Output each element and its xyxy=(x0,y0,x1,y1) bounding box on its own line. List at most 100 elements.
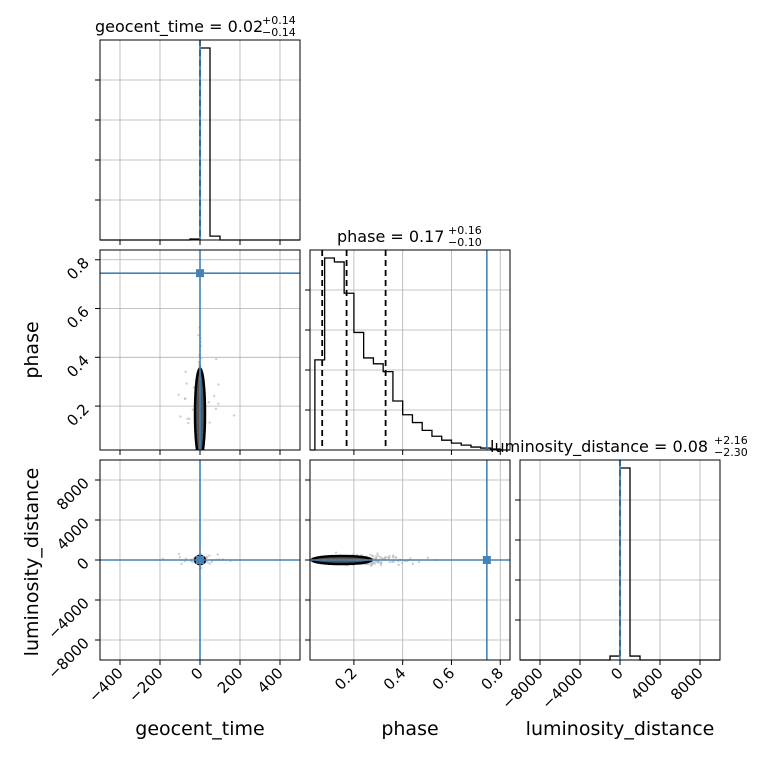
scatter-point xyxy=(409,557,412,560)
title-luminosity-distance-minus: −2.30 xyxy=(714,446,748,459)
y-tick-label: 0.8 xyxy=(63,254,93,284)
scatter-point xyxy=(387,557,390,560)
title-phase-minus: −0.10 xyxy=(448,236,482,249)
scatter-point xyxy=(388,560,391,564)
scatter-point xyxy=(377,560,381,563)
scatter-point xyxy=(186,417,189,420)
scatter-point xyxy=(417,560,421,564)
scatter-point xyxy=(177,552,181,556)
title-geocent-time-plus: +0.14 xyxy=(262,14,296,27)
scatter-point xyxy=(216,402,220,405)
y-tick-label: 0 xyxy=(73,554,92,573)
x-tick-label: 4000 xyxy=(627,664,667,704)
scatter-point xyxy=(376,554,380,558)
scatter-point xyxy=(188,417,191,420)
scatter-point xyxy=(184,557,188,560)
x-tick-label: −400 xyxy=(85,664,127,706)
scatter-point xyxy=(369,553,372,556)
scatter-point xyxy=(185,382,188,385)
truth-marker xyxy=(196,556,204,564)
y-tick-label: −8000 xyxy=(44,634,93,683)
scatter-point xyxy=(180,562,183,566)
panel-frame xyxy=(519,459,721,661)
scatter-point xyxy=(392,560,396,563)
title-phase: phase = 0.17 +0.16 −0.10 xyxy=(337,224,482,249)
x-axis-label-luminosity-distance: luminosity_distance xyxy=(526,718,715,740)
hist-panel-geocent-time xyxy=(95,39,301,245)
scatter-point xyxy=(397,563,400,567)
title-geocent-time-minus: −0.14 xyxy=(262,26,296,39)
scatter-point xyxy=(392,555,395,558)
y-tick-label: 0.6 xyxy=(63,303,93,333)
y-tick-label: 0.4 xyxy=(63,351,93,381)
scatter-point xyxy=(179,415,182,418)
scatter-point xyxy=(376,552,379,555)
scatter-point xyxy=(208,562,212,565)
title-luminosity-distance-text: luminosity_distance = 0.08 xyxy=(490,437,708,457)
panel-content xyxy=(100,250,300,450)
title-geocent-time: geocent_time = 0.02 +0.14 −0.14 xyxy=(95,14,296,39)
scatter-point xyxy=(426,556,430,560)
panel-content xyxy=(100,460,300,660)
y-axis-label-luminosity-distance: luminosity_distance xyxy=(21,468,43,657)
scatter-point xyxy=(192,386,196,389)
scatter-point xyxy=(208,421,211,424)
scatter-point xyxy=(208,554,211,557)
scatter-point xyxy=(374,556,378,560)
y-tick-label: 0.2 xyxy=(63,400,93,430)
scatter-point xyxy=(379,561,383,565)
hist-panel-phase xyxy=(305,249,511,455)
scatter-point xyxy=(212,394,216,398)
scatter-point xyxy=(184,370,187,374)
x-tick-label: 400 xyxy=(254,664,287,697)
title-phase-text: phase = 0.17 xyxy=(337,227,444,246)
scatter-point xyxy=(395,556,398,559)
panel-frame xyxy=(99,459,301,661)
scatter-point xyxy=(206,561,210,564)
scatter-point xyxy=(371,554,374,558)
scatter-point xyxy=(191,561,194,564)
x-tick-label: 8000 xyxy=(667,664,707,704)
panel-frame xyxy=(309,249,511,451)
x-tick-label: 200 xyxy=(214,664,247,697)
scatter-point xyxy=(379,563,383,567)
x-tick-label: 0.8 xyxy=(477,664,507,694)
panel-frame xyxy=(99,39,301,241)
scatter-point xyxy=(367,562,370,566)
x-tick-label: −200 xyxy=(125,664,167,706)
scatter-point xyxy=(191,408,195,411)
x-tick-label: 0.4 xyxy=(380,664,410,694)
x-tick-label: 0 xyxy=(187,664,206,683)
title-phase-plus: +0.16 xyxy=(448,224,482,237)
x-axis-label-geocent-time: geocent_time xyxy=(135,718,264,740)
scatter-point xyxy=(400,561,404,565)
title-luminosity-distance-plus: +2.16 xyxy=(714,434,748,447)
scatter-point xyxy=(232,414,236,417)
y-tick-label: 8000 xyxy=(53,474,93,514)
hist-series-phase xyxy=(310,257,510,451)
scatter-point xyxy=(334,551,338,554)
scatter-point xyxy=(205,555,208,559)
title-geocent-time-text: geocent_time = 0.02 xyxy=(95,17,263,37)
scatter-panel-geocent-time-vs-phase: 0.2 0.4 0.6 0.8 xyxy=(63,249,301,455)
scatter-point xyxy=(411,562,415,566)
scatter-point xyxy=(214,358,218,361)
x-tick-label: 0 xyxy=(607,664,626,683)
scatter-panel-phase-vs-luminosity-distance: 0.2 0.4 0.6 0.8 xyxy=(305,459,511,694)
scatter-point xyxy=(376,560,379,563)
y-axis-label-phase: phase xyxy=(21,321,43,378)
scatter-point xyxy=(217,383,220,386)
truth-marker xyxy=(196,269,204,278)
panel-frame xyxy=(99,249,301,451)
x-tick-label: 0.2 xyxy=(331,664,361,694)
x-axis-label-phase: phase xyxy=(381,718,438,740)
scatter-point xyxy=(177,393,180,397)
scatter-point xyxy=(379,555,382,559)
scatter-point xyxy=(178,556,182,559)
scatter-point xyxy=(207,400,211,404)
y-tick-label: 4000 xyxy=(53,514,93,554)
scatter-point xyxy=(216,553,219,556)
